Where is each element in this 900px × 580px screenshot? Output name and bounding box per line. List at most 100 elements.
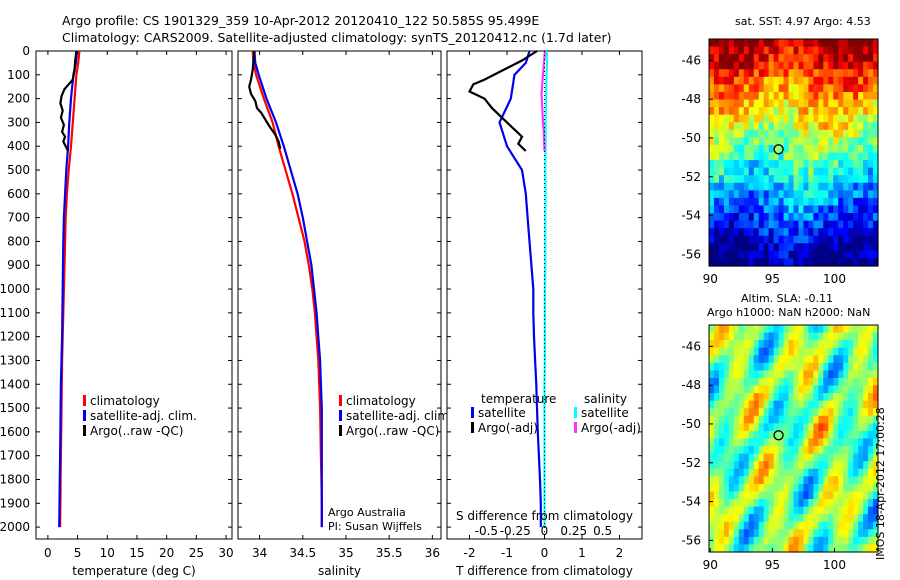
map-cell <box>793 491 800 500</box>
argo-position-marker <box>773 430 784 441</box>
map-cell <box>728 529 735 538</box>
map-cell <box>803 506 810 515</box>
map-cell <box>718 377 725 387</box>
map-cell <box>873 506 879 515</box>
map-cell <box>709 258 715 267</box>
x-tick-label: 1 <box>578 546 586 560</box>
map-cell <box>833 250 839 260</box>
map-cell <box>838 506 844 515</box>
map-cell <box>713 400 720 409</box>
map-cell <box>763 250 770 260</box>
map-cell <box>848 122 854 131</box>
map-cell <box>808 468 814 477</box>
map-cell <box>709 137 715 146</box>
map-cell <box>743 152 750 161</box>
map-cell <box>798 129 805 138</box>
top-tick-label: 0.25 <box>560 524 587 538</box>
map-cell <box>823 99 829 108</box>
x-tick-label: 35 <box>338 546 353 560</box>
map-cell <box>838 160 844 169</box>
map-cell <box>709 438 715 447</box>
map-cell <box>823 61 829 70</box>
map-cell <box>793 370 800 379</box>
map-cell <box>793 544 800 553</box>
map-cell <box>843 235 849 244</box>
map-cell <box>858 54 864 63</box>
map-cell <box>783 438 790 447</box>
map-cell <box>743 468 750 477</box>
map-cell <box>833 521 839 530</box>
map-cell <box>723 160 730 169</box>
map-cell <box>808 370 814 379</box>
map-cell <box>823 393 829 402</box>
map-cell <box>788 529 795 538</box>
map-cell <box>873 69 879 78</box>
map-cell <box>818 362 824 371</box>
map-cell <box>823 514 829 523</box>
map-cell <box>778 220 785 229</box>
map-cell <box>758 107 765 116</box>
map-cell <box>733 84 740 93</box>
map-cell <box>768 99 775 108</box>
map-cell <box>733 514 740 523</box>
map-cell <box>723 453 730 462</box>
map-cell <box>873 114 879 123</box>
map-cell <box>728 438 735 447</box>
map-cell <box>713 461 720 470</box>
map-cell <box>793 69 800 78</box>
map-cell <box>813 243 819 252</box>
map-cell <box>838 144 844 154</box>
map-cell <box>858 46 864 55</box>
map-cell <box>873 144 879 154</box>
map-cell <box>793 408 800 417</box>
map-cell <box>808 228 814 237</box>
map-cell <box>788 175 795 184</box>
map-cell <box>863 423 869 432</box>
map-cell <box>868 46 874 55</box>
map-cell <box>858 499 864 508</box>
map-cell <box>868 152 874 161</box>
map-cell <box>733 468 740 477</box>
map-cell <box>773 182 780 191</box>
map-cell <box>718 415 725 424</box>
map-cell <box>733 461 740 470</box>
map-cell <box>738 190 745 199</box>
map-cell <box>788 544 795 553</box>
map-cell <box>858 167 864 176</box>
x-tick-label: 2 <box>616 546 624 560</box>
map-cell <box>793 39 800 48</box>
map-cell <box>773 483 780 493</box>
map-cell <box>718 423 725 432</box>
y-tick-label: 1800 <box>0 472 30 486</box>
map-cell <box>863 468 869 477</box>
map-cell <box>733 453 740 462</box>
y-tick-label: 900 <box>7 258 30 272</box>
map-cell <box>798 468 805 477</box>
map-cell <box>773 529 780 538</box>
map-cell <box>868 377 874 387</box>
map-cell <box>773 39 780 48</box>
map-cell <box>853 243 859 252</box>
map-cell <box>733 370 740 379</box>
map-cell <box>763 213 770 222</box>
map-cell <box>813 370 819 379</box>
map-cell <box>773 99 780 108</box>
map-cell <box>868 332 874 341</box>
map-cell <box>843 446 849 455</box>
map-cell <box>743 54 750 63</box>
map-cell <box>723 144 730 154</box>
map-cell <box>798 483 805 493</box>
map-cell <box>798 377 805 387</box>
map-cell <box>778 438 785 447</box>
map-cell <box>743 69 750 78</box>
map-cell <box>763 476 770 485</box>
map-cell <box>853 39 859 48</box>
top-axis-label: S difference from climatology <box>456 509 633 523</box>
map-cell <box>803 415 810 424</box>
map-cell <box>798 99 805 108</box>
map-cell <box>768 61 775 70</box>
map-cell <box>718 499 725 508</box>
map-cell <box>723 205 730 214</box>
map-cell <box>838 167 844 176</box>
map-cell <box>763 228 770 237</box>
